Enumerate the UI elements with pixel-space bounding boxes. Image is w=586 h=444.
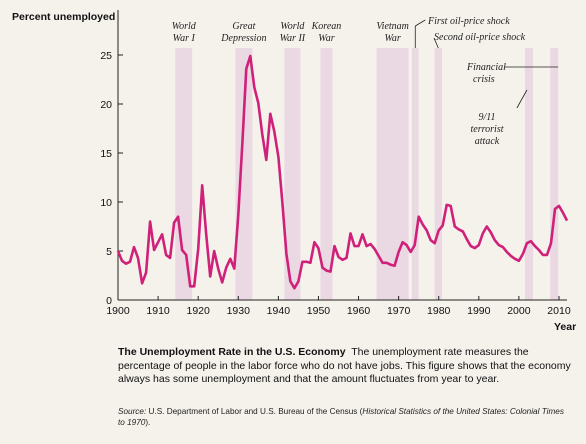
x-tick-label: 1910: [146, 305, 170, 317]
x-tick-label: 2010: [547, 305, 571, 317]
y-tick-label: 5: [106, 246, 112, 258]
band-label: Korean: [311, 21, 342, 32]
event-band: [284, 48, 301, 300]
band-label: War I: [173, 33, 196, 44]
leader-line: [433, 37, 439, 49]
band-label: War II: [280, 33, 306, 44]
x-tick-label: 1990: [467, 305, 491, 317]
annotation-second-oil-shock: Second oil-price shock: [434, 32, 526, 43]
y-tick-label: 10: [100, 197, 112, 209]
band-label: Great: [232, 21, 255, 32]
event-band: [434, 48, 442, 300]
annotation-911: 9/11: [478, 112, 495, 123]
x-axis-title: Year: [554, 321, 576, 333]
source-note: Source: U.S. Department of Labor and U.S…: [118, 406, 573, 428]
x-tick-label: 1900: [106, 305, 130, 317]
y-tick-label: 15: [100, 148, 112, 160]
caption-title: The Unemployment Rate in the U.S. Econom…: [118, 346, 346, 358]
y-axis-title: Percent unemployed: [12, 11, 115, 23]
annotation-financial-crisis: Financial: [466, 62, 506, 73]
x-tick-label: 1980: [427, 305, 451, 317]
annotation-911: attack: [475, 136, 500, 147]
event-band: [235, 48, 253, 300]
source-suffix: ).: [145, 418, 151, 427]
x-tick-label: 1950: [307, 305, 331, 317]
y-tick-label: 20: [100, 99, 112, 111]
leader-line: [415, 19, 426, 27]
band-label: War: [384, 33, 400, 44]
band-label: War: [318, 33, 334, 44]
annotations: First oil-price shock Second oil-price sh…: [414, 16, 559, 147]
band-label: Vietnam: [376, 21, 409, 32]
event-band: [524, 48, 533, 300]
event-band: [376, 48, 409, 300]
event-band: [320, 48, 333, 300]
band-label: Depression: [220, 33, 266, 44]
source-prefix: Source:: [118, 407, 147, 416]
x-tick-label: 1920: [186, 305, 210, 317]
annotation-first-oil-shock: First oil-price shock: [427, 16, 510, 27]
event-band: [550, 48, 559, 300]
band-label: World: [280, 21, 305, 32]
ticks: 0 5 10 15 20 25 1900 1910 1920 1930 1940 1950 1960 19…: [100, 50, 571, 317]
annotation-911: terrorist: [471, 124, 504, 135]
source-text: U.S. Department of Labor and U.S. Bureau…: [148, 407, 363, 416]
unemployment-rate-line: [116, 54, 569, 290]
x-tick-label: 1970: [387, 305, 411, 317]
source-italic: Historical Statistics of the United Stat…: [118, 407, 564, 427]
band-label: World: [172, 21, 197, 32]
series-line: [116, 54, 569, 290]
y-tick-label: 0: [106, 295, 112, 307]
x-tick-label: 2000: [507, 305, 531, 317]
x-tick-label: 1940: [267, 305, 291, 317]
annotation-financial-crisis: crisis: [473, 74, 495, 85]
x-tick-label: 1960: [347, 305, 371, 317]
leader-line: [516, 89, 528, 109]
figure-caption: The Unemployment Rate in the U.S. Econom…: [118, 346, 573, 387]
y-tick-label: 25: [100, 50, 112, 62]
caption-body: The unemployment rate measures the perce…: [118, 346, 571, 385]
x-tick-label: 1930: [227, 305, 251, 317]
event-band: [175, 48, 193, 300]
event-band: [411, 48, 419, 300]
